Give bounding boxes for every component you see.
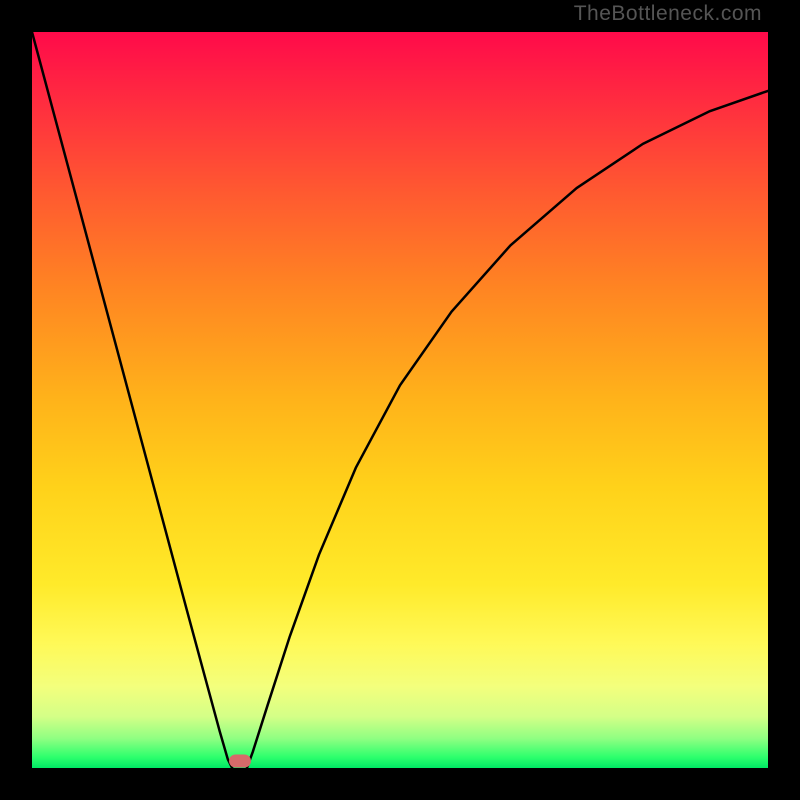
plot-area [32,32,768,768]
curve-path [32,32,768,768]
optimal-marker [229,755,251,768]
bottleneck-curve [32,32,768,768]
watermark-text: TheBottleneck.com [574,2,762,26]
